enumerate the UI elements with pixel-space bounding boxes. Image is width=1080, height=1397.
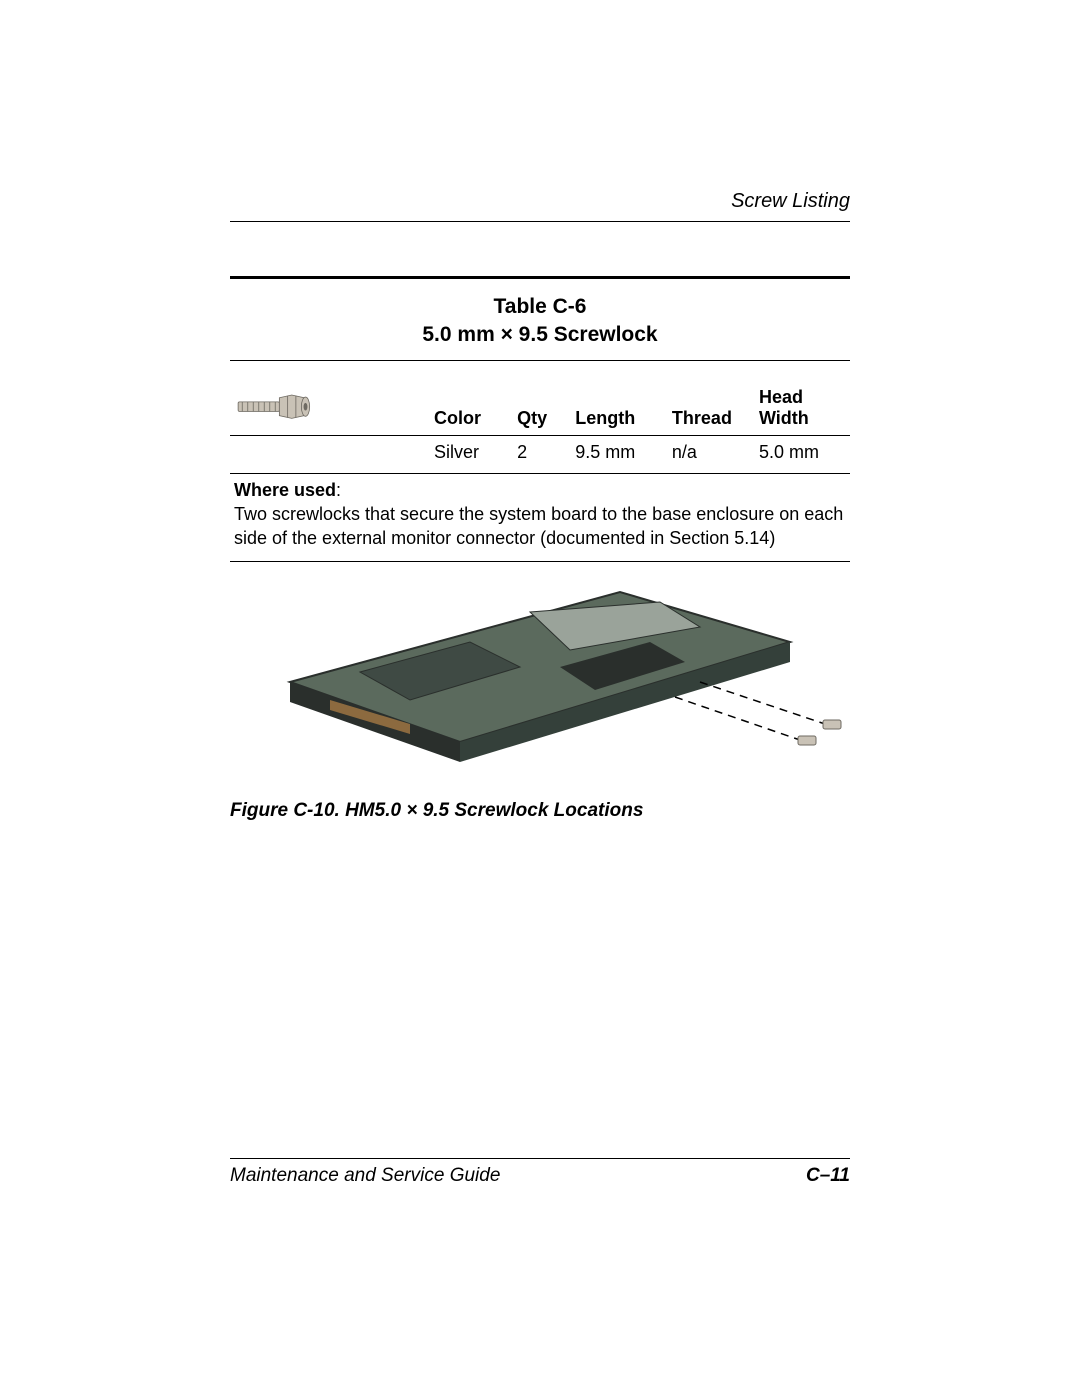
where-used: Where used: Two screwlocks that secure t… bbox=[230, 474, 850, 561]
table-top-rule bbox=[230, 276, 850, 279]
col-head-width-l2: Width bbox=[759, 408, 846, 429]
col-qty: Qty bbox=[517, 408, 575, 429]
cell-qty: 2 bbox=[517, 442, 575, 463]
cell-head-width: 5.0 mm bbox=[759, 442, 846, 463]
table-bottom-rule bbox=[230, 561, 850, 562]
col-head-width-l1: Head bbox=[759, 387, 846, 408]
figure: Figure C-10. HM5.0 × 9.5 Screwlock Locat… bbox=[230, 572, 850, 822]
cell-length: 9.5 mm bbox=[575, 442, 672, 463]
col-length: Length bbox=[575, 408, 672, 429]
board-illustration bbox=[230, 572, 850, 792]
screw-illustration bbox=[234, 383, 434, 429]
table-title-line2: 5.0 mm × 9.5 Screwlock bbox=[230, 321, 850, 349]
cell-color: Silver bbox=[434, 442, 517, 463]
col-head-width: Head Width bbox=[759, 387, 846, 429]
where-used-colon: : bbox=[336, 480, 341, 500]
table-row: Silver 2 9.5 mm n/a 5.0 mm bbox=[230, 436, 850, 473]
col-color: Color bbox=[434, 408, 517, 429]
footer: Maintenance and Service Guide C–11 bbox=[230, 1158, 850, 1187]
cell-thread: n/a bbox=[672, 442, 759, 463]
table-header-row: Color Qty Length Thread Head Width bbox=[230, 383, 850, 435]
where-used-text: Two screwlocks that secure the system bo… bbox=[234, 502, 846, 551]
footer-rule bbox=[230, 1158, 850, 1159]
running-header: Screw Listing bbox=[230, 190, 850, 213]
figure-caption: Figure C-10. HM5.0 × 9.5 Screwlock Locat… bbox=[230, 800, 850, 822]
screwlock-icon bbox=[234, 383, 344, 429]
where-used-label: Where used bbox=[234, 480, 336, 500]
table-title-rule bbox=[230, 360, 850, 361]
header-rule bbox=[230, 221, 850, 222]
col-thread: Thread bbox=[672, 408, 759, 429]
table-title-line1: Table C-6 bbox=[230, 293, 850, 321]
page: Screw Listing Table C-6 5.0 mm × 9.5 Scr… bbox=[0, 0, 1080, 1397]
footer-page-number: C–11 bbox=[806, 1165, 850, 1187]
footer-doc-title: Maintenance and Service Guide bbox=[230, 1165, 500, 1187]
row-spacer bbox=[234, 452, 434, 453]
table-block: Table C-6 5.0 mm × 9.5 Screwlock bbox=[230, 276, 850, 562]
table-title: Table C-6 5.0 mm × 9.5 Screwlock bbox=[230, 293, 850, 350]
